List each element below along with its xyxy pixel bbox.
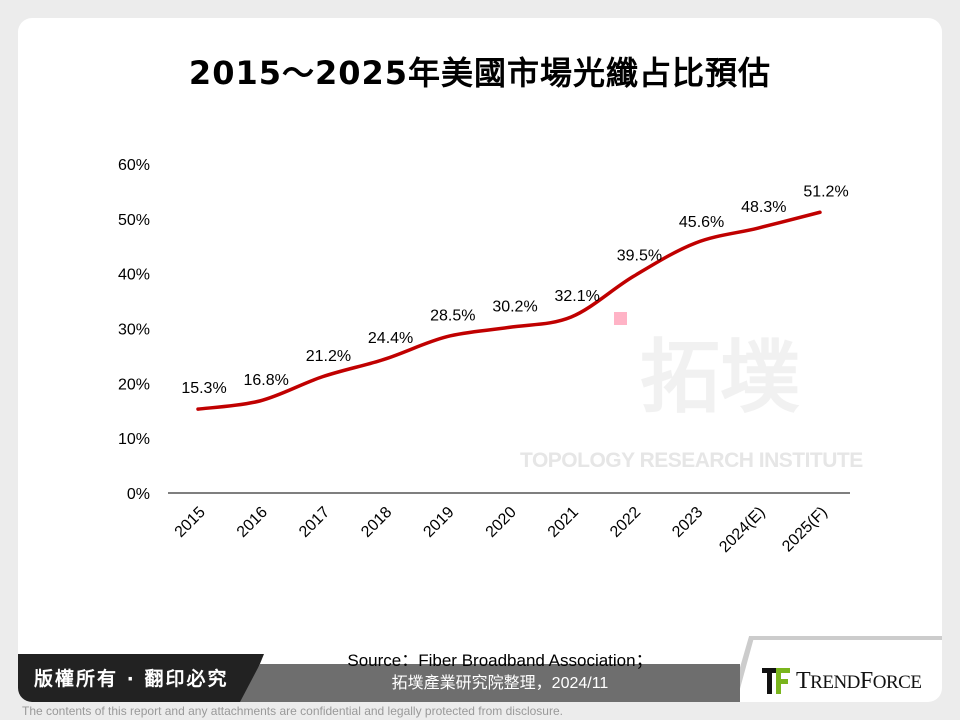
source-text: Source：Fiber Broadband Association； [347,651,653,670]
watermark-dot [614,312,627,325]
x-tick-label: 2017 [296,504,333,541]
disclaimer-text: The contents of this report and any atta… [22,704,563,718]
y-tick-label: 50% [118,212,150,229]
data-label: 45.6% [679,214,724,231]
data-label: 51.2% [803,183,848,200]
x-tick-label: 2015 [172,504,209,541]
y-tick-label: 30% [118,322,150,339]
x-tick-label: 2020 [483,504,520,541]
x-tick-label: 2016 [234,504,271,541]
y-tick-label: 10% [118,431,150,448]
data-label: 28.5% [430,308,475,325]
data-label: 16.8% [244,372,289,389]
y-tick-label: 20% [118,376,150,393]
data-label: 24.4% [368,330,413,347]
x-tick-label: 2022 [607,504,644,541]
watermark-logo: 拓墣 [640,331,800,424]
data-label: 30.2% [492,298,537,315]
x-tick-label: 2025(F) [779,504,831,556]
y-tick-label: 40% [118,267,150,284]
x-tick-label: 2018 [358,504,395,541]
footer-source-bar [240,664,740,702]
y-tick-label: 0% [127,486,150,503]
trendforce-logo: TRENDFORCE [762,666,922,696]
source-date-text: 拓墣產業研究院整理，2024/11 [391,675,609,692]
footer-copyright-bar [18,654,264,702]
data-label: 48.3% [741,199,786,216]
trendforce-logo-icon [762,668,790,694]
y-tick-label: 60% [118,157,150,174]
x-tick-label: 2021 [545,504,582,541]
x-tick-label: 2023 [669,504,706,541]
logo-text: TRENDFORCE [796,667,922,694]
watermark-text: TOPOLOGY RESEARCH INSTITUTE [520,449,863,472]
data-label: 15.3% [181,380,226,397]
slide-card [18,18,942,702]
data-line [196,210,822,411]
x-tick-label: 2019 [420,504,457,541]
x-tick-label: 2024(E) [716,504,768,556]
data-label: 21.2% [306,348,351,365]
chart-title: 2015～2025年美國市場光纖占比預估 [188,54,772,92]
data-label: 32.1% [555,288,600,305]
data-label: 39.5% [617,247,662,264]
copyright-text: 版權所有 · 翻印必究 [34,668,229,690]
